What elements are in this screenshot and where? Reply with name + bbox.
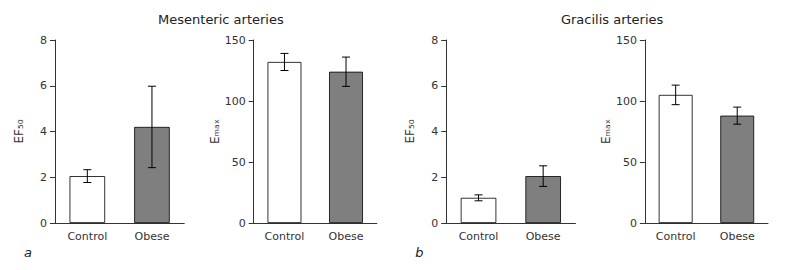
svg-text:Obese: Obese [329,230,364,243]
svg-text:0: 0 [630,217,637,230]
svg-text:4: 4 [40,125,47,138]
svg-text:100: 100 [616,95,637,108]
svg-text:Eₘₐₓ: Eₘₐₓ [599,119,613,144]
svg-text:Control: Control [459,230,499,243]
svg-text:Control: Control [265,230,305,243]
svg-text:Eₘₐₓ: Eₘₐₓ [208,119,222,144]
svg-text:150: 150 [225,34,246,47]
svg-text:50: 50 [232,156,246,169]
svg-text:150: 150 [616,34,637,47]
svg-text:8: 8 [40,34,47,47]
svg-text:50: 50 [623,156,637,169]
svg-text:Obese: Obese [134,230,169,243]
svg-text:2: 2 [431,171,438,184]
svg-text:0: 0 [239,217,246,230]
svg-text:EF₅₀: EF₅₀ [12,119,26,143]
svg-text:EF₅₀: EF₅₀ [403,119,417,143]
svg-text:6: 6 [431,79,438,92]
svg-text:100: 100 [225,95,246,108]
svg-text:Gracilis arteries: Gracilis arteries [561,12,664,27]
svg-text:8: 8 [431,34,438,47]
svg-text:Obese: Obese [720,230,755,243]
svg-text:6: 6 [40,79,47,92]
svg-text:b: b [415,245,423,260]
svg-text:Mesenteric arteries: Mesenteric arteries [158,12,284,27]
svg-text:0: 0 [40,217,47,230]
svg-text:0: 0 [431,217,438,230]
svg-text:2: 2 [40,171,47,184]
svg-text:Control: Control [67,230,107,243]
svg-text:a: a [24,245,32,260]
svg-text:Control: Control [656,230,696,243]
svg-text:Obese: Obese [526,230,561,243]
svg-text:4: 4 [431,125,438,138]
